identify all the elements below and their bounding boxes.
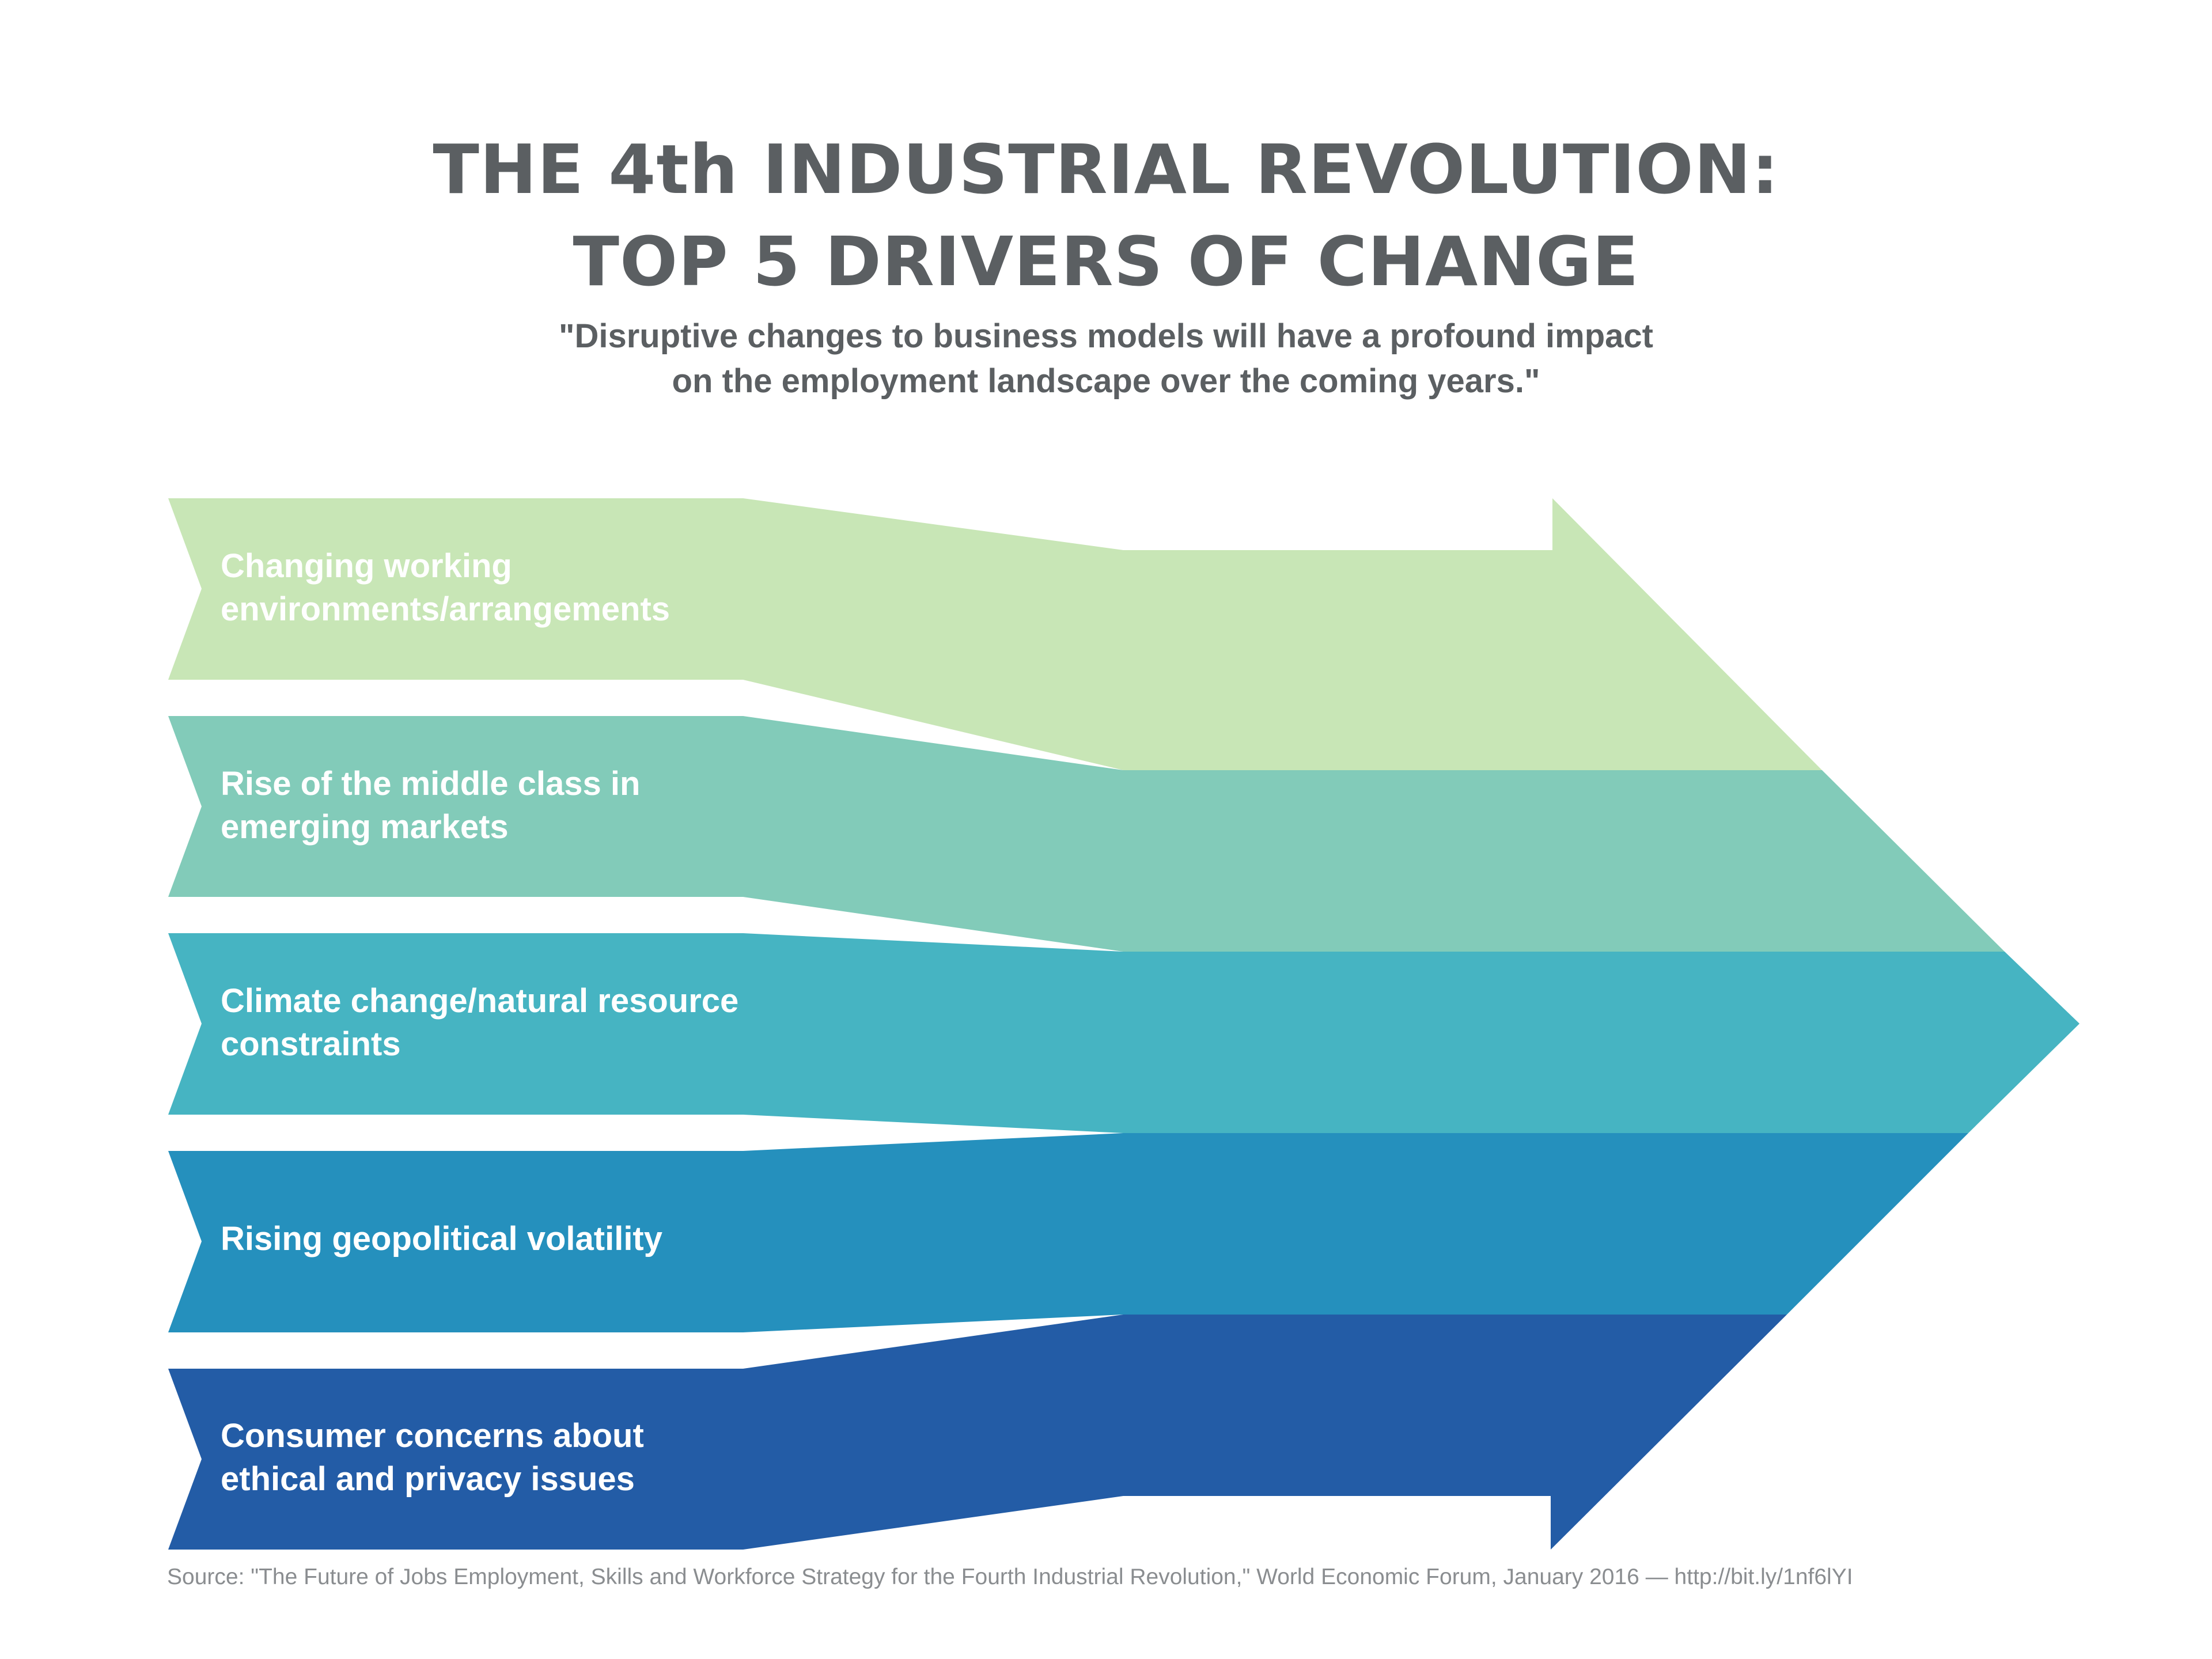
driver-label-2-line-1: Rise of the middle class in bbox=[221, 765, 640, 802]
driver-label-4: Rising geopolitical volatility bbox=[221, 1220, 662, 1257]
band-1-changing-working-environments bbox=[168, 498, 1822, 770]
driver-label-3: Climate change/natural resource constrai… bbox=[221, 982, 748, 1063]
subtitle-line-2: on the employment landscape over the com… bbox=[672, 362, 1540, 400]
band-5-consumer-concerns bbox=[168, 1315, 1787, 1550]
driver-label-3-line-2: constraints bbox=[221, 1025, 401, 1063]
title-line-1: THE 4th INDUSTRIAL REVOLUTION: bbox=[433, 130, 1779, 209]
driver-label-2: Rise of the middle class in emerging mar… bbox=[221, 765, 650, 846]
driver-label-5-line-1: Consumer concerns about bbox=[221, 1417, 644, 1455]
driver-label-3-line-1: Climate change/natural resource bbox=[221, 982, 738, 1020]
subtitle-line-1: "Disruptive changes to business models w… bbox=[558, 317, 1653, 355]
title-line-2: TOP 5 DRIVERS OF CHANGE bbox=[573, 222, 1639, 301]
driver-label-1: Changing working environments/arrangemen… bbox=[221, 547, 670, 628]
band-3-climate-change bbox=[168, 933, 2080, 1133]
driver-label-1-line-2: environments/arrangements bbox=[221, 590, 670, 628]
band-4-geopolitical-volatility bbox=[168, 1133, 1968, 1332]
driver-label-2-line-2: emerging markets bbox=[221, 808, 509, 846]
driver-label-1-line-1: Changing working bbox=[221, 547, 512, 585]
driver-label-5-line-2: ethical and privacy issues bbox=[221, 1460, 635, 1498]
driver-label-4-line-1: Rising geopolitical volatility bbox=[221, 1220, 662, 1257]
driver-label-5: Consumer concerns about ethical and priv… bbox=[221, 1417, 653, 1498]
source-citation: Source: "The Future of Jobs Employment, … bbox=[167, 1565, 1853, 1589]
band-2-rise-of-middle-class bbox=[168, 716, 2005, 952]
